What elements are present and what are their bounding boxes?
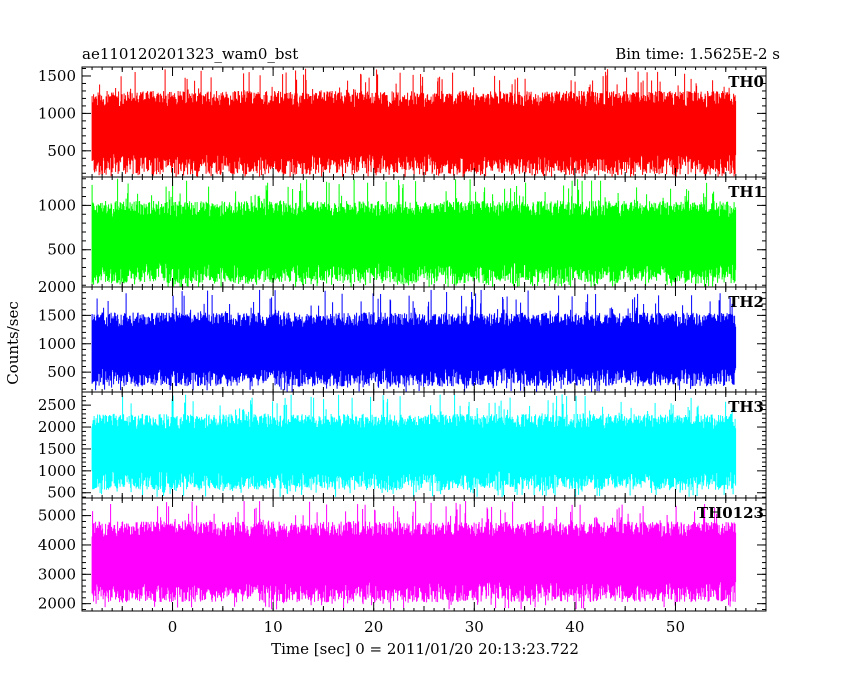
panel-label: TH3 <box>728 398 764 416</box>
panel-th0: 500 1000 1500 TH0 <box>38 66 767 178</box>
y-tick-label: 1000 <box>38 196 76 214</box>
y-tick-label: 2500 <box>38 396 76 414</box>
x-tick-label: 0 <box>168 618 178 636</box>
y-tick-label: 1000 <box>38 335 76 353</box>
y-tick-label: 1000 <box>38 462 76 480</box>
y-tick-label: 500 <box>47 484 76 502</box>
y-tick-label: 500 <box>47 142 76 160</box>
panel-th0123: 2000 3000 4000 5000 TH0123 <box>38 497 767 613</box>
x-tick-label: 20 <box>364 618 383 636</box>
panel-th2: 500 1000 1500 2000 TH2 <box>38 278 767 393</box>
chart-title: ae110120201323_wam0_bst <box>82 45 298 63</box>
y-tick-label: 1500 <box>38 306 76 324</box>
panel-label: TH2 <box>728 293 764 311</box>
series-trace-th1 <box>91 178 737 287</box>
y-tick-label: 2000 <box>38 278 76 296</box>
y-tick-label: 5000 <box>38 507 76 525</box>
y-axis-label: Counts/sec <box>4 301 22 385</box>
y-tick-label: 500 <box>47 241 76 259</box>
y-tick-label: 1000 <box>38 104 76 122</box>
y-tick-label: 4000 <box>38 536 76 554</box>
y-tick-label: 1500 <box>38 67 76 85</box>
x-tick-label: 50 <box>666 618 685 636</box>
series-trace-th2 <box>91 289 737 392</box>
bin-time-label: Bin time: 1.5625E-2 s <box>615 45 780 63</box>
panel-label: TH0123 <box>697 504 764 522</box>
series-trace-th0 <box>91 68 737 177</box>
panel-label: TH0 <box>728 73 764 91</box>
panel-th3: 500 1000 1500 2000 2500 TH3 <box>38 391 767 502</box>
x-tick-label: 30 <box>465 618 484 636</box>
x-axis-label: Time [sec] 0 = 2011/01/20 20:13:23.722 <box>271 640 579 658</box>
x-tick-label: 40 <box>565 618 584 636</box>
y-tick-label: 3000 <box>38 565 76 583</box>
series-trace-th3 <box>91 394 737 497</box>
x-tick-label: 10 <box>264 618 283 636</box>
y-tick-label: 2000 <box>38 418 76 436</box>
panel-th1: 500 1000 TH1 <box>38 176 767 288</box>
y-tick-label: 1500 <box>38 440 76 458</box>
series-trace-th0123 <box>91 501 737 610</box>
y-tick-label: 500 <box>47 363 76 381</box>
panel-label: TH1 <box>728 183 764 201</box>
y-tick-label: 2000 <box>38 595 76 613</box>
